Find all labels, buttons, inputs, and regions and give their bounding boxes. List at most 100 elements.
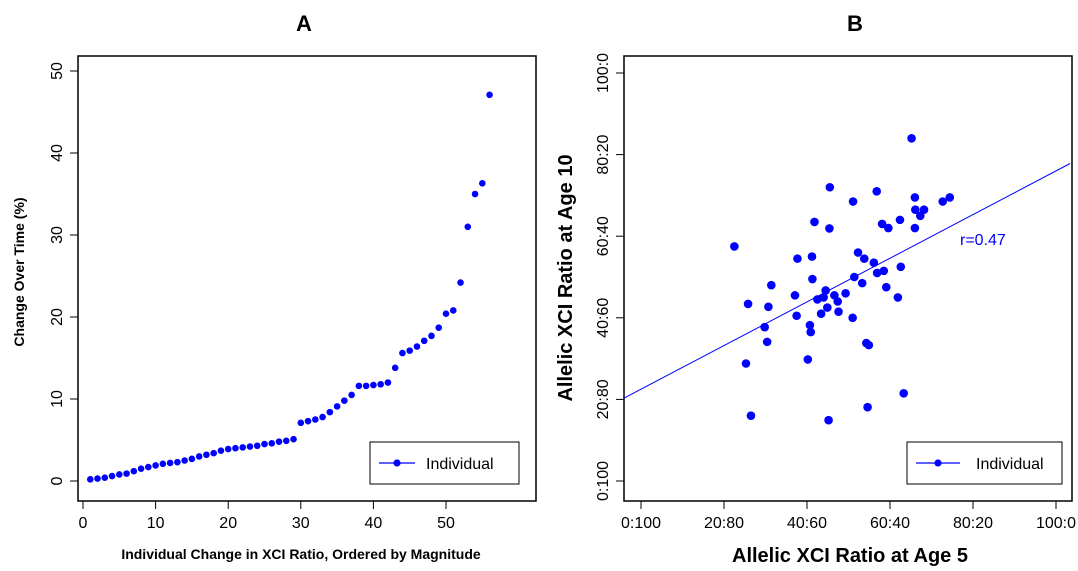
panel-a-data-point: [86, 476, 94, 483]
panel-a-y-tick-label: 0: [49, 476, 66, 485]
panel-b-data-point: [810, 217, 819, 227]
panel-a-data-point: [145, 463, 152, 471]
panel-a-data-point: [152, 462, 159, 469]
panel-a-x-axis-label: Individual Change in XCI Ratio, Ordered …: [121, 546, 481, 562]
panel-b-annotation: r=0.47: [960, 232, 1006, 249]
panel-a-data-point: [137, 465, 145, 473]
panel-b-y-tick-label: 40:60: [595, 298, 612, 338]
panel-a-data-point: [108, 472, 116, 480]
panel-a-data-point: [101, 474, 109, 482]
panel-b-regression-line: [623, 163, 1071, 399]
panel-b-legend-label: Individual: [976, 456, 1044, 473]
panel-b-data-point: [872, 187, 882, 196]
panel-b-data-point: [863, 402, 872, 412]
panel-a-data-point: [203, 451, 210, 459]
panel-b-data-point: [821, 286, 830, 295]
panel-b-x-tick-label: 60:40: [870, 515, 910, 532]
panel-b-data-point: [877, 219, 887, 229]
panel-b-data-point: [808, 274, 817, 284]
panel-b-data-point: [825, 224, 834, 233]
panel-a-data-point: [341, 397, 348, 404]
panel-b-data-point: [819, 293, 828, 302]
panel-b-data-point: [730, 242, 739, 251]
panel-a-data-point: [471, 190, 479, 198]
panel-b-data-point: [764, 302, 773, 312]
panel-b-data-point: [834, 307, 843, 316]
panel-b-data-point: [853, 248, 863, 257]
panel-b-title: B: [847, 11, 863, 36]
panel-b-data-point: [833, 297, 843, 306]
panel-b-data-point: [762, 337, 772, 347]
panel-a-y-tick-label: 10: [49, 390, 66, 408]
panel-a-data-point: [449, 307, 457, 314]
panel-a-y-tick-label: 50: [49, 62, 66, 80]
panel-b-x-axis: 0:100 20:80 40:60 60:40 80:20 100:0: [621, 500, 1076, 532]
panel-a-data-point: [420, 337, 428, 345]
panel-b-y-tick-label: 100:0: [595, 53, 612, 93]
panel-a-data-point: [224, 445, 232, 453]
panel-a-data-point: [246, 443, 254, 450]
panel-b-y-axis-label: Allelic XCI Ratio at Age 10: [555, 154, 577, 401]
panel-a-y-axis-label: Change Over Time (%): [11, 197, 27, 346]
panel-a-data-point: [195, 453, 203, 460]
panel-b-data-point: [760, 322, 769, 332]
panel-b-data-point: [910, 223, 920, 233]
panel-b-x-tick-label: 100:0: [1036, 515, 1076, 532]
panel-b-legend: Individual: [906, 441, 1063, 485]
panel-b-data-point: [945, 193, 955, 202]
panel-b-data-point: [792, 311, 801, 321]
panel-b-data-point: [919, 205, 929, 214]
panel-a-data-point: [413, 343, 421, 350]
panel-a-data-point: [464, 223, 472, 231]
panel-a-x-axis: 0 10 20 30 40 50: [79, 500, 455, 532]
panel-a-data-point: [457, 279, 464, 286]
panel-b-data-point: [910, 193, 920, 202]
panel-b-y-tick-label: 20:80: [595, 379, 612, 419]
panel-a-data-point: [253, 442, 261, 450]
panel-b-data-point: [907, 133, 916, 143]
panel-a-data-point: [406, 347, 414, 354]
panel-a-data-point: [479, 180, 486, 187]
panel-b-data-point: [850, 272, 859, 282]
panel-b-data-point: [823, 303, 832, 312]
panel-b-data-point: [841, 289, 850, 298]
panel-a-data-point: [435, 324, 443, 331]
panel-a-data-point: [391, 364, 399, 372]
panel-b-data-point: [767, 280, 776, 290]
panel-b-data-point: [911, 205, 920, 214]
panel-b-data-point: [741, 359, 751, 368]
panel-b-data-point: [857, 278, 867, 288]
panel-a-data-point: [370, 381, 377, 389]
panel-a-y-tick-label: 20: [49, 308, 66, 326]
panel-a-data-point: [181, 457, 188, 464]
panel-a-title: A: [296, 11, 312, 36]
panel-a-data-point: [239, 444, 247, 451]
panel-a-data-point: [304, 417, 312, 425]
panel-b-legend-marker: [934, 459, 942, 467]
panel-b-data-point: [790, 291, 800, 300]
panel-a-data-point: [188, 455, 196, 463]
panel-a-data-point: [442, 310, 450, 318]
panel-a-data-point: [384, 379, 392, 386]
panel-b-x-tick-label: 80:20: [953, 515, 993, 532]
panel-a-legend: Individual: [369, 441, 520, 485]
panel-a-data-point: [486, 91, 493, 99]
panel-b-data-point: [859, 254, 869, 263]
panel-a-data-point: [94, 475, 101, 482]
panel-b-data-point: [872, 268, 882, 278]
panel-b-y-axis: 0:100 20:80 40:60 60:40 80:20 100:0: [595, 53, 625, 501]
panel-a-data-point: [348, 391, 355, 399]
panel-a-data-point: [123, 470, 130, 477]
panel-a-data-point: [326, 408, 334, 416]
panel-a-x-tick-label: 10: [147, 515, 165, 532]
panel-b-y-tick-label: 0:100: [595, 461, 612, 501]
panel-b-data-point: [816, 309, 826, 319]
panel-a-data-point: [261, 440, 268, 448]
panel-a-data-point: [355, 382, 363, 390]
panel-b: B 0:100 20:80 40:60 60:40 80:20 100:0 0:100 20…: [555, 11, 1076, 567]
panel-a-data-point: [319, 413, 326, 421]
panel-a-data-point: [166, 459, 174, 467]
panel-a-x-tick-label: 50: [437, 515, 455, 532]
